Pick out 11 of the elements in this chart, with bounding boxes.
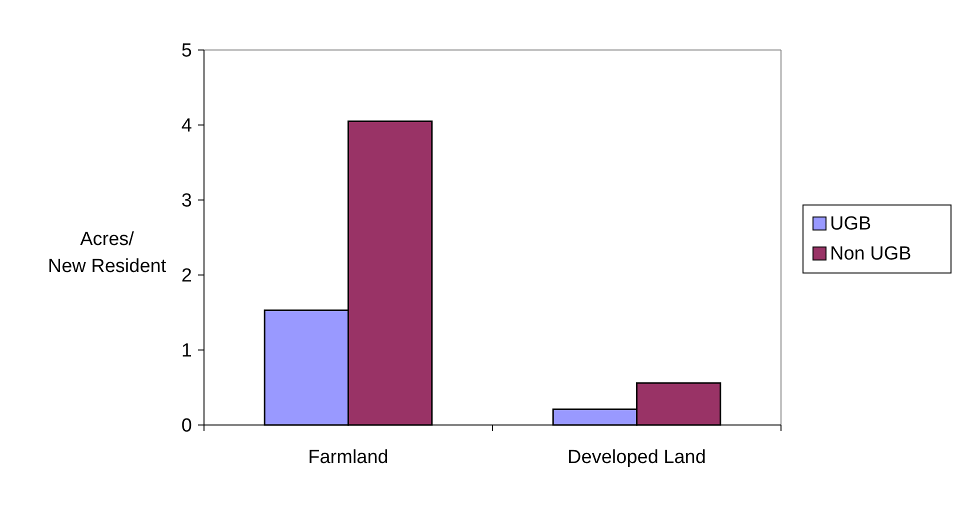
y-tick-label: 0 — [181, 416, 192, 437]
x-tick-label: Developed Land — [568, 447, 706, 468]
x-tick-label: Farmland — [308, 447, 388, 468]
legend-label: Non UGB — [830, 244, 912, 265]
y-tick-label: 2 — [181, 266, 192, 287]
y-axis-title: Acres/New Resident — [48, 229, 167, 277]
y-tick-label: 1 — [181, 340, 192, 362]
y-tick-label: 4 — [181, 116, 192, 137]
y-tick-label: 3 — [181, 190, 192, 212]
legend-label: UGB — [830, 214, 872, 235]
y-tick-label: 5 — [181, 40, 192, 62]
